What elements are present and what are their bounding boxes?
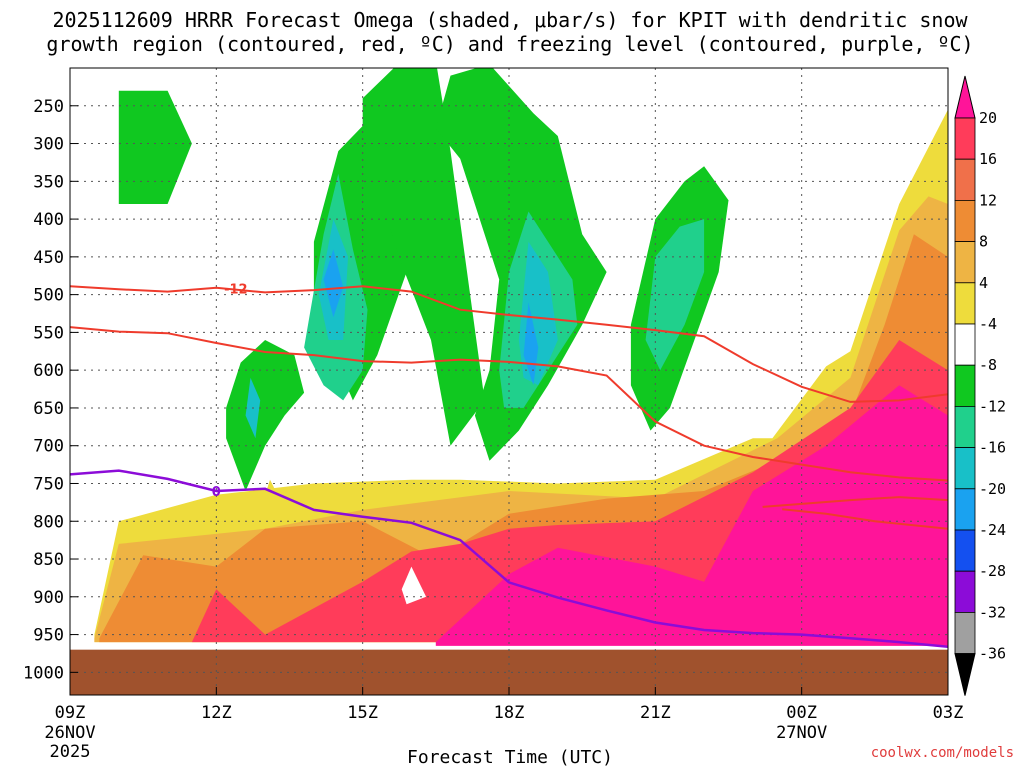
colorbar-label: -28 <box>979 562 1006 580</box>
x-tick-label: 21Z <box>640 703 671 723</box>
colorbar-label: 12 <box>979 191 997 209</box>
colorbar-label: -4 <box>979 315 997 333</box>
y-tick-label: 550 <box>33 323 64 343</box>
y-tick-label: 350 <box>33 172 64 192</box>
colorbar-label: -12 <box>979 397 1006 415</box>
y-axis: 250 300 350 400 450 500 550 600 650 700 750 800 850 9… <box>23 97 78 683</box>
x-date-label: 26NOV <box>44 723 95 743</box>
y-tick-label: 800 <box>33 512 64 532</box>
x-tick-label: 15Z <box>347 703 378 723</box>
x-date-label: 2025 <box>50 742 91 762</box>
colorbar-label: 8 <box>979 233 988 251</box>
chart-title-line-1: 2025112609 HRRR Forecast Omega (shaded, … <box>52 8 968 32</box>
plot-area: -12 0 <box>70 68 948 695</box>
colorbar-bottom-triangle <box>954 653 976 696</box>
omega-region-5 <box>118 90 192 204</box>
omega-region-17 <box>323 249 344 318</box>
colorbar-swatch <box>954 323 976 366</box>
y-tick-label: 600 <box>33 361 64 381</box>
y-tick-label: 450 <box>33 248 64 268</box>
y-tick-label: 500 <box>33 286 64 306</box>
y-tick-label: 850 <box>33 550 64 570</box>
x-tick-label: 00Z <box>786 703 817 723</box>
x-date-label: 27NOV <box>776 723 827 743</box>
y-tick-label: 400 <box>33 210 64 230</box>
colorbar-label: -16 <box>979 439 1006 457</box>
dgz-contour-0 <box>70 285 948 403</box>
x-tick-label: 12Z <box>201 703 232 723</box>
freezing-level-contour <box>70 469 948 648</box>
y-tick-label: 1000 <box>23 663 64 683</box>
y-tick-label: 300 <box>33 135 64 155</box>
colorbar-swatch <box>954 282 976 325</box>
colorbar-label: 4 <box>979 274 988 292</box>
dgz-contour-2 <box>762 496 948 508</box>
site-credit: coolwx.com/models <box>871 745 1014 761</box>
colorbar-swatch <box>954 199 976 242</box>
y-tick-label: 950 <box>33 626 64 646</box>
colorbar-swatch <box>954 364 976 407</box>
colorbar-swatch <box>954 488 976 531</box>
y-tick-label: 900 <box>33 588 64 608</box>
colorbar-label: -36 <box>979 645 1006 663</box>
colorbar-swatch <box>954 570 976 613</box>
omega-region-19 <box>401 566 427 605</box>
colorbar-label: -8 <box>979 356 997 374</box>
colorbar-swatch <box>954 158 976 201</box>
chart-title-line-2: growth region (contoured, red, ºC) and f… <box>46 32 973 56</box>
dgz-contour-3 <box>782 508 948 530</box>
dgz-contour-1 <box>70 326 948 482</box>
colorbar-label: -24 <box>979 521 1006 539</box>
omega-region-8 <box>362 68 485 446</box>
x-axis-label: Forecast Time (UTC) <box>407 747 613 768</box>
freezing-level-label: 0 <box>212 485 221 500</box>
colorbar-swatch <box>954 447 976 490</box>
x-tick-label: 18Z <box>494 703 525 723</box>
colorbar-label: 20 <box>979 109 997 127</box>
x-tick-label: 03Z <box>933 703 964 723</box>
colorbar-top-triangle <box>954 75 976 119</box>
omega-region-4 <box>435 385 948 646</box>
dgz-contour-label: -12 <box>224 283 248 298</box>
colorbar-swatch <box>954 529 976 572</box>
colorbar-swatch <box>954 117 976 160</box>
y-tick-label: 750 <box>33 474 64 494</box>
colorbar-label: 16 <box>979 150 997 168</box>
colorbar-swatch <box>954 405 976 448</box>
omega-region-20 <box>260 479 280 522</box>
colorbar-swatch <box>954 612 976 655</box>
omega-region-6 <box>226 340 305 491</box>
colorbar-label: -32 <box>979 603 1006 621</box>
x-tick-label: 09Z <box>55 703 86 723</box>
colorbar-label: -20 <box>979 480 1006 498</box>
colorbar: 20 16 12 8 4 -4 -8 -12 -16 -20 -24 -28 -32 -36 <box>954 75 1006 696</box>
omega-region-13 <box>645 219 705 371</box>
y-tick-label: 700 <box>33 437 64 457</box>
y-tick-label: 650 <box>33 399 64 419</box>
colorbar-swatch <box>954 241 976 284</box>
y-tick-label: 250 <box>33 97 64 117</box>
